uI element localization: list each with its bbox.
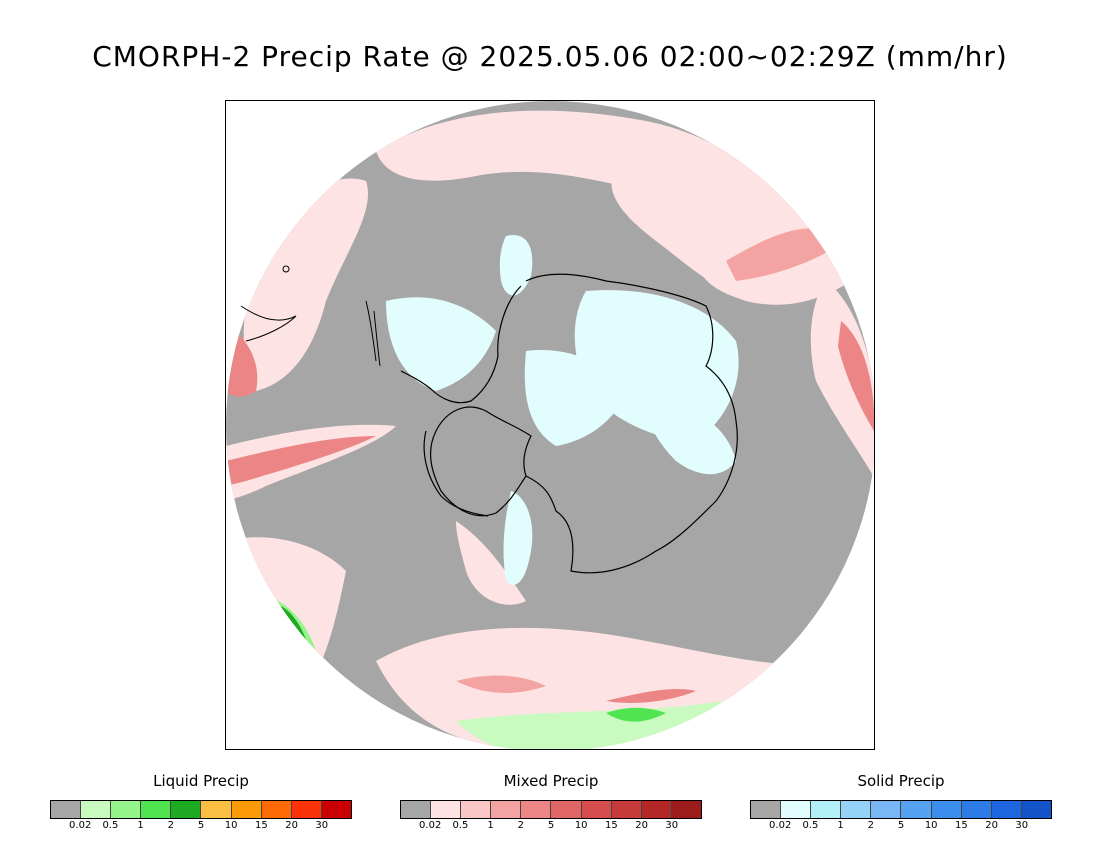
legend-swatch bbox=[991, 801, 1022, 818]
legend-swatch bbox=[841, 801, 872, 818]
legend-swatch bbox=[641, 801, 672, 818]
legend-swatch bbox=[491, 801, 522, 818]
mixed-precip-band-east-dark bbox=[726, 228, 846, 281]
antarctica-coastline bbox=[430, 273, 738, 574]
legend-swatch bbox=[291, 801, 322, 818]
legend-swatch bbox=[171, 801, 202, 818]
antarctica-west-coast bbox=[423, 430, 489, 517]
mixed-precip-east-edge-dark bbox=[838, 321, 874, 431]
legend-tick-label: 0.5 bbox=[802, 820, 819, 831]
legend-tick-label: 10 bbox=[574, 820, 588, 831]
legend-swatch bbox=[961, 801, 992, 818]
legend-ticks: 0.02 0.5 1 2 5 10 15 20 30 bbox=[50, 819, 352, 833]
legend-swatch bbox=[141, 801, 172, 818]
liquid-precip-south bbox=[456, 691, 786, 749]
precip-map bbox=[226, 101, 874, 749]
legend-swatch bbox=[901, 801, 932, 818]
legend-ticks: 0.02 0.5 1 2 5 10 15 20 30 bbox=[750, 819, 1052, 833]
solid-precip-south-streak bbox=[503, 491, 533, 585]
legend-tick-label: 0.02 bbox=[419, 820, 442, 831]
legend-tick-label: 20 bbox=[985, 820, 998, 831]
legend-tick-label: 2 bbox=[517, 820, 524, 831]
island-marker bbox=[282, 265, 290, 273]
legend-title: Solid Precip bbox=[857, 772, 945, 790]
mixed-precip-east-edge bbox=[810, 281, 874, 481]
legend-tick-label: 0.02 bbox=[769, 820, 792, 831]
legend-title: Liquid Precip bbox=[153, 772, 249, 790]
solid-precip-interior-west bbox=[386, 297, 496, 391]
legend-color-bar bbox=[750, 800, 1052, 819]
new-zealand-coast bbox=[240, 305, 297, 342]
legend-tick-label: 30 bbox=[665, 820, 679, 831]
legend-ticks: 0.02 0.5 1 2 5 10 15 20 30 bbox=[400, 819, 702, 833]
mixed-precip-southeast-dark bbox=[606, 689, 696, 703]
legend-swatch bbox=[1021, 801, 1051, 818]
legend-tick-label: 30 bbox=[315, 820, 329, 831]
legend-tick-label: 20 bbox=[635, 820, 648, 831]
legend-tick-label: 15 bbox=[255, 820, 268, 831]
legend-tick-label: 5 bbox=[897, 820, 905, 831]
legend-swatch bbox=[671, 801, 701, 818]
legend-swatch bbox=[201, 801, 232, 818]
legend-liquid-precip: Liquid Precip 0.02 0.5 1 2 5 10 15 20 30 bbox=[50, 772, 352, 833]
legend-swatch bbox=[81, 801, 112, 818]
legend-swatch bbox=[551, 801, 582, 818]
legend-tick-label: 20 bbox=[285, 820, 298, 831]
legend-color-bar bbox=[400, 800, 702, 819]
legend-tick-label: 1 bbox=[487, 820, 494, 831]
legend-solid-precip: Solid Precip 0.02 0.5 1 2 5 10 15 20 30 bbox=[750, 772, 1052, 833]
legend-tick-label: 15 bbox=[605, 820, 618, 831]
legend-swatch bbox=[781, 801, 812, 818]
mixed-precip-central-south bbox=[456, 521, 526, 605]
legend-swatch bbox=[811, 801, 842, 818]
legend-swatch bbox=[431, 801, 462, 818]
chart-title: CMORPH-2 Precip Rate @ 2025.05.06 02:00~… bbox=[92, 40, 1008, 73]
legend-tick-label: 1 bbox=[137, 820, 144, 831]
legend-swatch bbox=[751, 801, 782, 818]
legend-swatch bbox=[401, 801, 432, 818]
liquid-precip-south-heavy bbox=[606, 707, 666, 722]
legend-tick-label: 2 bbox=[167, 820, 174, 831]
legend-swatch bbox=[461, 801, 492, 818]
legend-swatch bbox=[931, 801, 962, 818]
legend-swatch bbox=[871, 801, 902, 818]
mixed-precip-south-dark bbox=[456, 675, 546, 693]
solid-precip-north bbox=[499, 235, 533, 296]
legend-color-bar bbox=[50, 800, 352, 819]
legend-swatch bbox=[111, 801, 142, 818]
legend-swatch bbox=[321, 801, 351, 818]
legend-swatch bbox=[611, 801, 642, 818]
south-america-tip bbox=[365, 300, 381, 367]
legend-tick-label: 10 bbox=[224, 820, 238, 831]
legend-tick-label: 15 bbox=[955, 820, 968, 831]
legend-tick-label: 10 bbox=[924, 820, 938, 831]
legend-swatch bbox=[231, 801, 262, 818]
mixed-precip-rim-north bbox=[376, 110, 826, 241]
map-panel bbox=[225, 100, 875, 750]
legend-tick-label: 30 bbox=[1015, 820, 1029, 831]
legend-mixed-precip: Mixed Precip 0.02 0.5 1 2 5 10 15 20 30 bbox=[400, 772, 702, 833]
solid-precip-central bbox=[524, 350, 626, 446]
solid-precip-east-coast bbox=[646, 401, 736, 475]
legend-tick-label: 0.5 bbox=[452, 820, 469, 831]
mixed-precip-west-band-dark bbox=[226, 436, 376, 486]
legend-tick-label: 0.5 bbox=[102, 820, 119, 831]
legend-tick-label: 5 bbox=[547, 820, 555, 831]
legend-tick-label: 5 bbox=[197, 820, 205, 831]
legend-title: Mixed Precip bbox=[503, 772, 599, 790]
legend-swatch bbox=[261, 801, 292, 818]
legend-swatch bbox=[521, 801, 552, 818]
legend-swatch bbox=[51, 801, 82, 818]
legend-swatch bbox=[581, 801, 612, 818]
legend-tick-label: 0.02 bbox=[69, 820, 92, 831]
legend-tick-label: 2 bbox=[867, 820, 874, 831]
antarctic-peninsula bbox=[400, 285, 522, 404]
legend-tick-label: 1 bbox=[837, 820, 844, 831]
